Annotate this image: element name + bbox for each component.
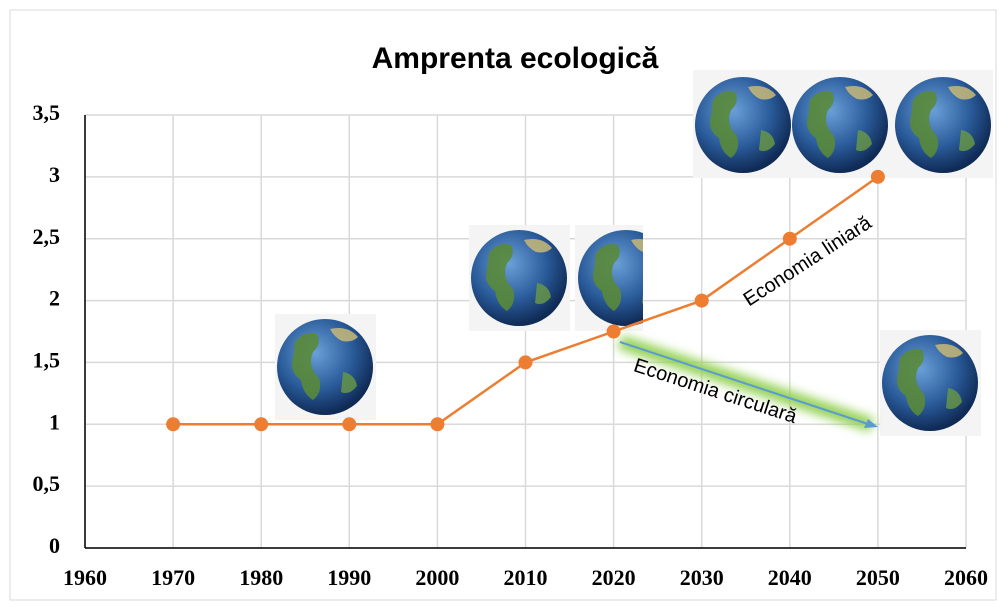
chart-title: Amprenta ecologică (372, 42, 659, 75)
y-tick-label: 0,5 (33, 471, 61, 496)
x-tick-label: 2050 (856, 565, 900, 590)
x-tick-label: 1980 (239, 565, 283, 590)
y-tick-label: 3 (49, 162, 60, 187)
marker (870, 169, 885, 184)
x-tick-label: 2030 (680, 565, 724, 590)
x-tick-label: 2000 (415, 565, 459, 590)
marker (518, 355, 533, 370)
marker (606, 324, 621, 339)
y-tick-label: 0 (49, 533, 60, 558)
y-tick-label: 1 (49, 409, 60, 434)
marker (782, 231, 797, 246)
x-tick-label: 1990 (327, 565, 371, 590)
x-tick-label: 1960 (63, 565, 107, 590)
y-tick-label: 2 (49, 286, 60, 311)
arrow (619, 341, 869, 425)
marker (254, 417, 269, 432)
y-tick-label: 3,5 (33, 100, 61, 125)
y-tick-label: 1,5 (33, 347, 61, 372)
x-tick-label: 2020 (592, 565, 636, 590)
globe-images (275, 70, 993, 436)
x-tick-label: 2040 (768, 565, 812, 590)
x-tick-label: 2010 (504, 565, 548, 590)
marker (694, 293, 709, 308)
x-tick-label: 1970 (151, 565, 195, 590)
arrow-head (864, 419, 878, 428)
marker (166, 417, 181, 432)
marker (342, 417, 357, 432)
x-tick-label: 2060 (944, 565, 988, 590)
marker (430, 417, 445, 432)
y-tick-label: 2,5 (33, 224, 61, 249)
